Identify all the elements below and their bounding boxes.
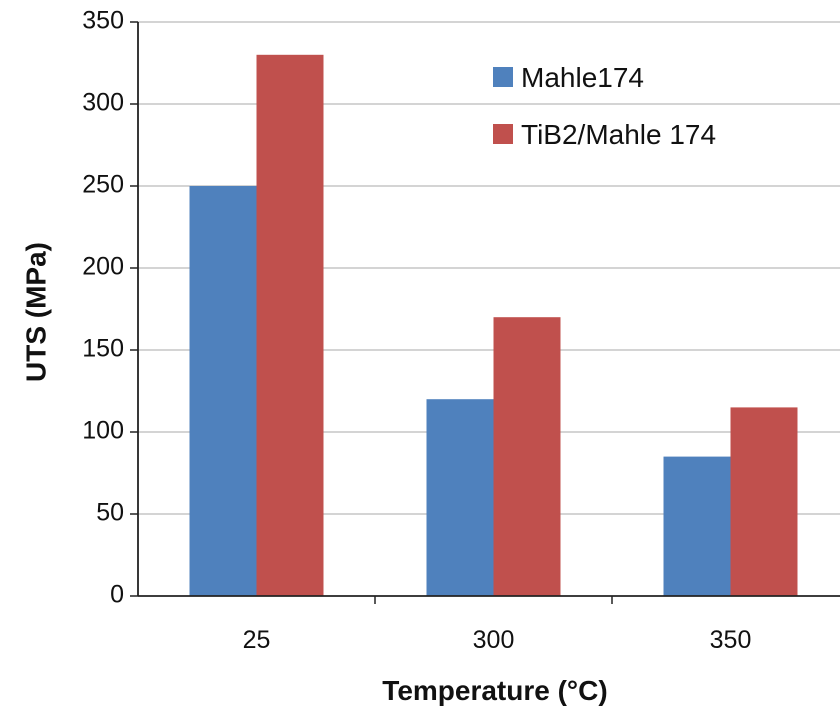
y-tick-label: 0 xyxy=(110,581,124,609)
bars xyxy=(189,54,798,597)
x-axis-title: Temperature (°C) xyxy=(382,675,607,706)
x-tick-label-25: 25 xyxy=(243,626,271,654)
y-axis-title: UTS (MPa) xyxy=(20,242,51,382)
y-tick-label: 250 xyxy=(82,171,124,199)
bar-tib2-mahle174-300 xyxy=(493,317,561,596)
y-tick-label: 150 xyxy=(82,335,124,363)
x-tick-label-300: 300 xyxy=(473,626,515,654)
bar-tib2-mahle174-25 xyxy=(256,54,324,597)
bar-mahle174-300 xyxy=(426,399,494,596)
bar-mahle174-350 xyxy=(663,456,731,596)
x-tick-labels: 25 300 350 xyxy=(243,626,752,654)
legend: Mahle174 TiB2/Mahle 174 xyxy=(493,62,716,150)
bar-tib2-mahle174-350 xyxy=(730,407,798,596)
y-tick-label: 50 xyxy=(96,499,124,527)
legend-label-tib2-mahle174: TiB2/Mahle 174 xyxy=(521,119,716,150)
x-tick-label-350: 350 xyxy=(710,626,752,654)
bar-mahle174-25 xyxy=(189,186,257,596)
y-tick-label: 200 xyxy=(82,253,124,281)
y-tick-label: 350 xyxy=(82,7,124,35)
axes xyxy=(130,21,840,604)
y-tick-label: 300 xyxy=(82,89,124,117)
legend-swatch-mahle174 xyxy=(493,67,513,87)
y-tick-labels: 0 50 100 150 200 250 300 350 xyxy=(82,7,124,609)
legend-label-mahle174: Mahle174 xyxy=(521,62,644,93)
legend-swatch-tib2-mahle174 xyxy=(493,124,513,144)
y-tick-label: 100 xyxy=(82,417,124,445)
